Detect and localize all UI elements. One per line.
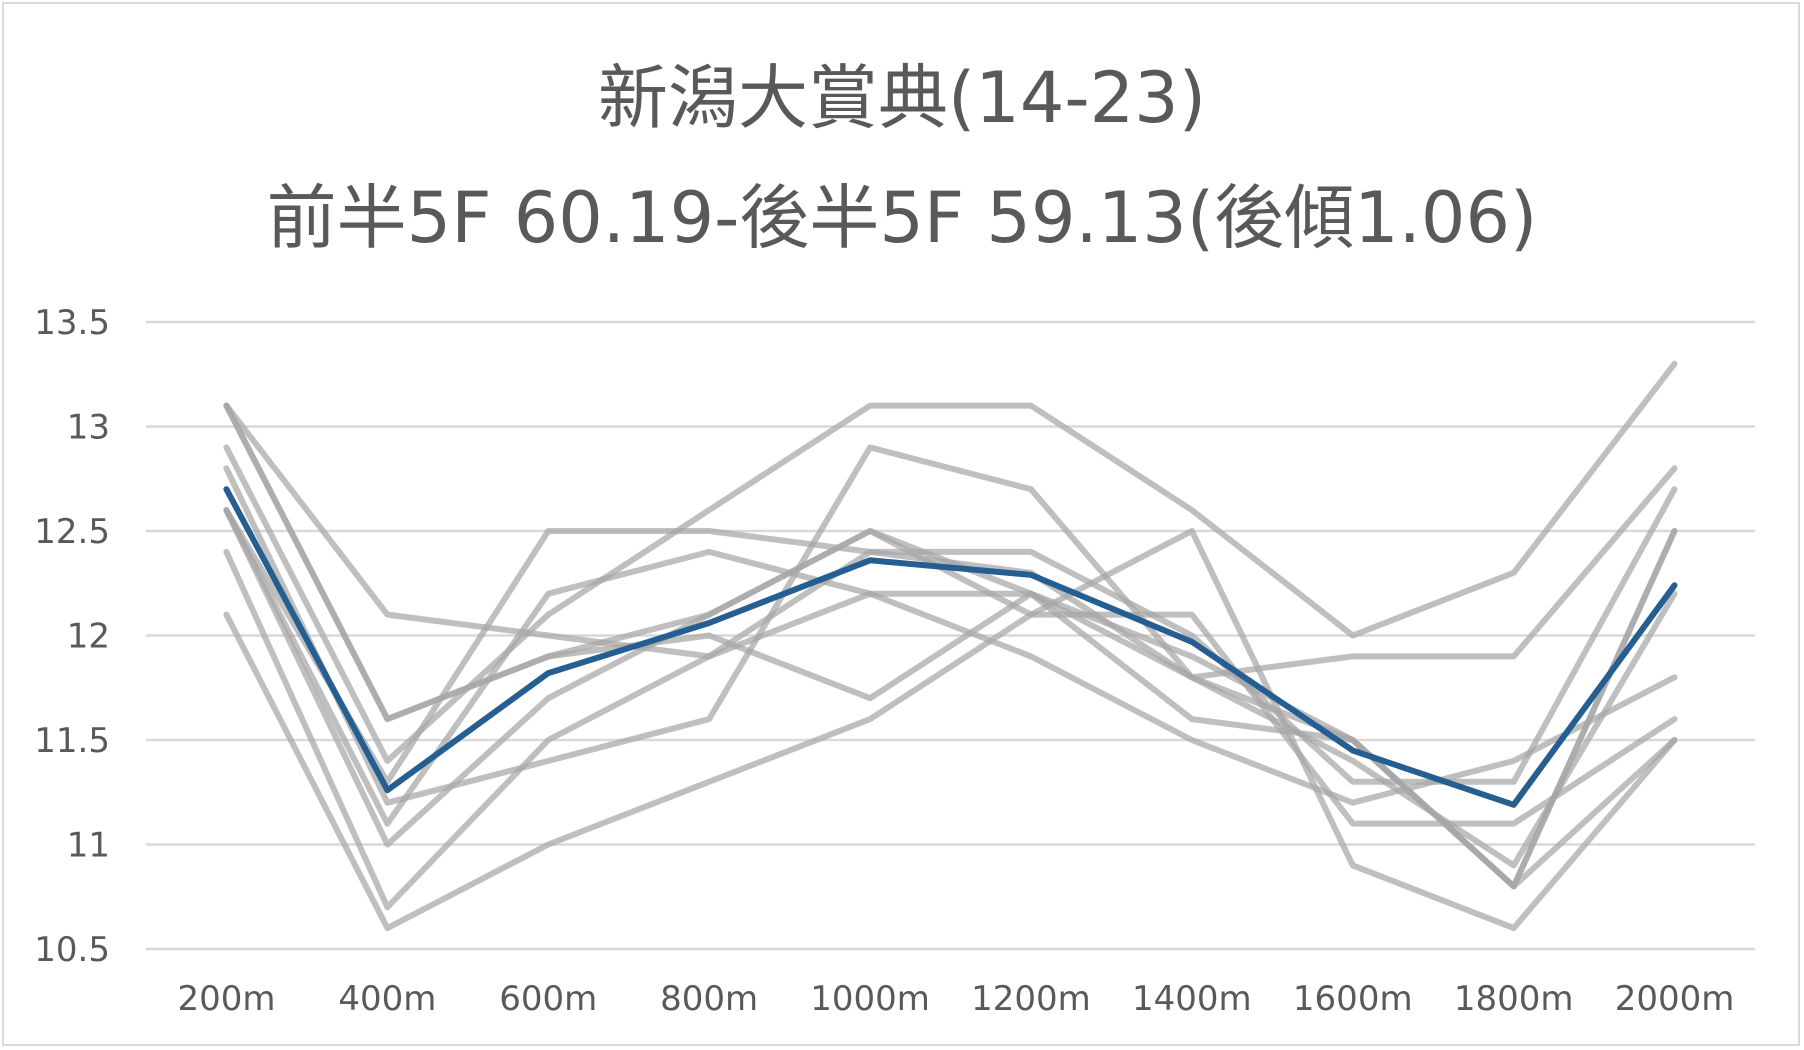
series-line-6 [223,507,1678,848]
chart-title: 新潟大賞典(14-23) [597,57,1207,139]
x-tick-label: 1000m [810,979,930,1019]
chart-subtitle: 前半5F 60.19-後半5F 59.13(後傾1.06) [266,177,1538,259]
series-line-4 [223,444,1678,806]
series-line-9 [223,528,1678,932]
y-tick-label: 12.5 [34,512,110,552]
x-tick-label: 600m [499,979,597,1019]
y-tick-label: 11.5 [34,721,110,761]
x-tick-label: 400m [338,979,436,1019]
series-line-10 [223,402,1678,890]
series-lines [223,360,1678,932]
x-tick-label: 1600m [1293,979,1413,1019]
x-tick-label: 200m [177,979,275,1019]
x-tick-label: 800m [660,979,758,1019]
average-series-line [223,486,1678,808]
y-tick-label: 13 [67,408,110,448]
series-line-8 [223,548,1678,911]
x-axis-labels: 200m 400m 600m 800m 1000m 1200m 1400m 1600m 1800… [177,979,1734,1019]
y-tick-label: 11 [67,826,110,866]
y-tick-label: 10.5 [34,930,110,970]
x-tick-label: 1200m [971,979,1091,1019]
series-line-7 [223,507,1678,827]
gridlines [146,320,1755,951]
x-tick-label: 2000m [1615,979,1735,1019]
y-axis-labels: 13.5 13 12.5 12 11.5 11 10.5 [34,303,110,970]
x-tick-label: 1400m [1132,979,1252,1019]
y-tick-label: 12 [67,617,110,657]
y-tick-label: 13.5 [34,303,110,343]
x-tick-label: 1800m [1454,979,1574,1019]
